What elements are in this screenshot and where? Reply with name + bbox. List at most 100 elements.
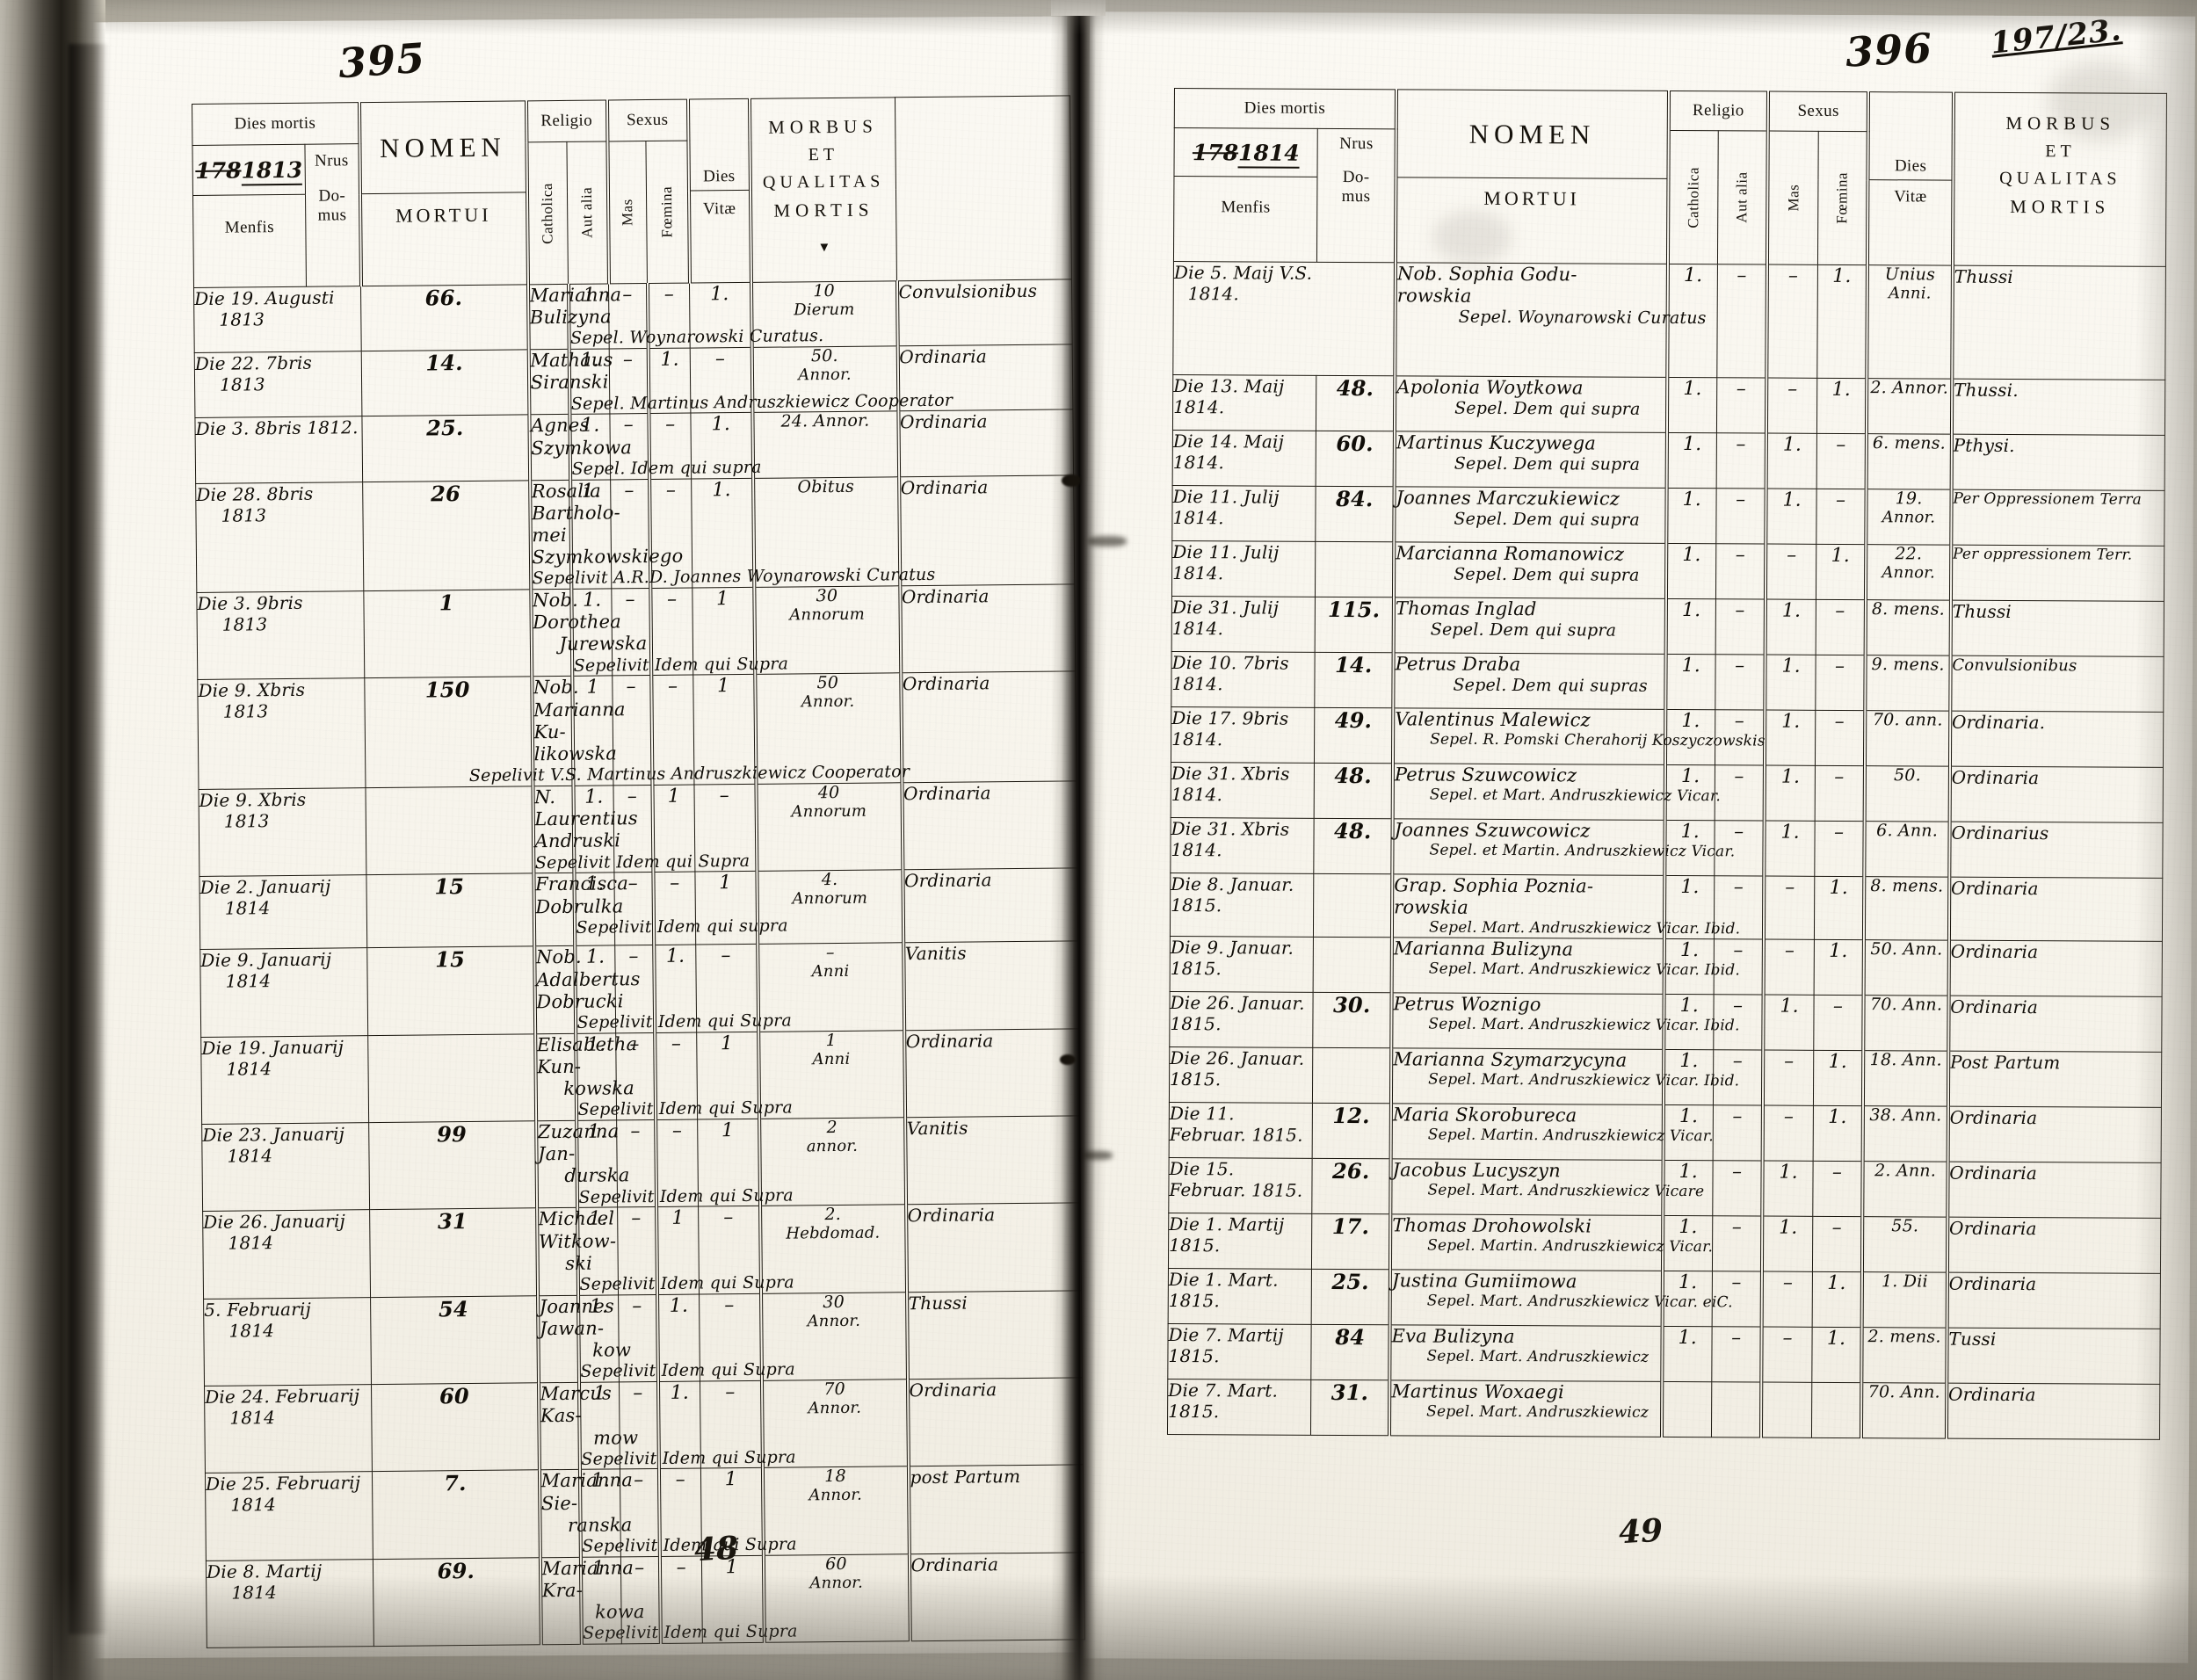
cell-nomen-mortui: Nob. Dorothea Jurewska Sepelivit Idem qu… — [530, 589, 788, 677]
table-row: Die 22. 7bris 1813 14. Mathaus Siranski … — [194, 344, 1073, 418]
cell-mas: – — [1762, 1271, 1813, 1328]
cell-catholica: 1. — [1665, 543, 1716, 599]
table-row: Die 9. Januarij 1814 15 Nob. Adalbertus … — [199, 941, 1079, 1038]
table-row: Die 19. Augusti 1813 66. Marianna Bulizy… — [193, 279, 1073, 353]
cell-dies-vitae: 2. Annor. — [1867, 378, 1953, 435]
table-row: Die 15. Februar. 1815. 26. Jacobus Lucys… — [1168, 1157, 2162, 1219]
left-table-body: Die 19. Augusti 1813 66. Marianna Bulizy… — [193, 279, 1085, 1648]
cell-faemina — [1811, 1382, 1862, 1438]
cell-nomen-mortui: Jacobus Lucyszyn Sepel. Mart. Andruszkie… — [1390, 1158, 1704, 1216]
cell-dies-vitae: 50. — [1864, 765, 1950, 822]
header-row-top: Dies mortis NOMEN Religio Sexus Dies — [1174, 88, 2167, 267]
cell-faemina: 1. — [1816, 264, 1868, 379]
book-gutter — [1051, 0, 1106, 1680]
col-nrus-label: Nrus — [315, 151, 349, 170]
cell-nrus-domus: 99 — [368, 1120, 537, 1211]
col-nomen-label: NOMEN — [1468, 118, 1596, 150]
cell-nomen-mortui: Rosalia Bartholo- mei Szymkowskiego Sepe… — [529, 479, 935, 590]
cell-nrus-domus: 26. — [1312, 1158, 1391, 1214]
col-mortui-label: MORTUI — [395, 203, 492, 227]
cell-nrus-domus — [1313, 873, 1393, 938]
table-row: Die 26. Januarij 1814 31 Michael Witkow-… — [202, 1203, 1082, 1300]
cell-morbus: Tussi — [1947, 1327, 2161, 1385]
cell-mas: – — [1766, 378, 1817, 434]
right-year-heading: 1781814 — [1175, 140, 1318, 169]
cell-dies-vitae: 22. Annor. — [1866, 544, 1952, 601]
col-morbus-et-label: ET — [808, 144, 839, 164]
cell-nomen-mortui: Petrus Szuwcоwicz Sepel. et Mart. Andrus… — [1392, 763, 1721, 821]
col-religio-label: Religio — [540, 111, 593, 131]
cell-nomen-mortui: Petrus Woznigo Sepel. Mart. Andruszkiewi… — [1391, 992, 1740, 1050]
col-morbus-et-label: ET — [2045, 141, 2076, 161]
cell-aut-alia: – — [1712, 1160, 1763, 1216]
table-row: Die 10. 7bris 1814. 14. Petrus Draba Sep… — [1171, 651, 2164, 713]
right-quire-number: 49 — [1617, 1511, 1664, 1552]
table-row: Die 11. Februar. 1815. 12. Maria Skorobu… — [1169, 1102, 2162, 1163]
cell-nomen-mortui: Joannes Marczukiewicz Sepel. Dem qui sup… — [1394, 486, 1667, 544]
triangle-marker-icon: ▼ — [817, 241, 831, 256]
cell-aut-alia: – — [1712, 1215, 1763, 1271]
table-row: Die 8. Januar. 1815. Grap. Sophia Poznia… — [1170, 873, 2163, 942]
col-sexus-label: Sexus — [626, 110, 669, 130]
cell-mas: – — [1761, 1326, 1812, 1383]
cell-catholica: 1. — [1665, 488, 1717, 544]
table-row: Die 7. Mart. 1815. 31. Martinus Woxaegi … — [1167, 1379, 2160, 1440]
cell-nrus-domus: 25. — [1311, 1269, 1390, 1325]
col-morbus-mortis-label: MORTIS — [2010, 195, 2111, 218]
gutter-clamp-2-icon — [1060, 1054, 1076, 1065]
cell-aut-alia: – — [1715, 488, 1766, 545]
cell-dies-mortis: Die 25. Februarij 1814 — [205, 1472, 373, 1561]
cell-morbus: Ordinaria — [900, 671, 1077, 783]
cell-nrus-domus: 15 — [366, 873, 534, 948]
left-register-table: Dies mortis NOMEN Religio Sexus Dies — [192, 95, 1085, 1649]
cell-faemina: – — [1815, 710, 1866, 766]
table-row: Die 3. 8bris 1812. 25. Agnes Szymkowa Se… — [194, 409, 1074, 483]
cell-mas: 1. — [1765, 710, 1816, 766]
cell-faemina: 1. — [1816, 378, 1867, 434]
cell-dies-mortis: Die 9. Xbris 1813 — [198, 787, 366, 877]
col-mortui-label: MORTUI — [1483, 186, 1580, 210]
cell-nomen-mortui: Michael Witkow- ski Sepelivit Idem qui S… — [536, 1207, 794, 1296]
cell-dies-mortis: Die 26. Januarij 1814 — [202, 1210, 371, 1300]
cell-dies-mortis: Die 2. Januarij 1814 — [199, 874, 367, 950]
cell-mas: – — [1763, 1049, 1814, 1106]
left-quire-number: 48 — [692, 1529, 740, 1569]
cell-nrus-domus — [367, 1033, 536, 1123]
cell-nrus-domus: 17. — [1311, 1213, 1391, 1270]
book-edge-shadow — [69, 44, 109, 1634]
cell-catholica: 1. — [1666, 432, 1717, 489]
cell-morbus: Ordinaria — [1949, 766, 2164, 823]
cell-nrus-domus: 14. — [361, 350, 529, 416]
cell-aut-alia: – — [1713, 1104, 1764, 1161]
col-domus-label-2: mus — [1341, 186, 1371, 206]
col-dies-label: Dies — [1894, 156, 1927, 176]
cell-dies-mortis: Die 19. Januarij 1814 — [200, 1035, 369, 1125]
header-row-top: Dies mortis NOMEN Religio Sexus Dies — [192, 96, 1070, 283]
table-row: Die 14. Maij 1814. 60. Martinus Kuczyweg… — [1172, 430, 2165, 491]
cell-dies-mortis: Die 7. Martij 1815. — [1167, 1323, 1312, 1380]
cell-aut-alia: – — [1715, 543, 1766, 600]
cell-morbus: Ordinaria — [899, 583, 1076, 674]
col-nrus-label: Nrus — [1339, 134, 1374, 154]
cell-nrus-domus: 30. — [1313, 992, 1392, 1048]
col-nomen-label: NOMEN — [379, 131, 506, 163]
cell-dies-mortis: Die 19. Augusti 1813 — [193, 286, 362, 353]
col-faemina-label: Fœmina — [1833, 172, 1851, 224]
cell-dies-mortis: Die 24. Februarij 1814 — [204, 1384, 373, 1474]
cell-nrus-domus — [1315, 541, 1395, 597]
col-morbus-mortis-label: MORTIS — [773, 199, 874, 221]
cell-aut-alia: – — [1715, 764, 1766, 822]
cell-dies-vitae: 6. mens. — [1866, 433, 1952, 490]
cell-dies-mortis: Die 31. Xbris 1814. — [1170, 817, 1315, 874]
cell-mas: 1. — [1766, 489, 1816, 545]
cell-dies-vitae: 2. mens. — [1861, 1327, 1947, 1383]
table-row: Die 9. Januar. 1815. Marianna Bulizyna S… — [1170, 936, 2163, 997]
right-register-table: Dies mortis NOMEN Religio Sexus Dies — [1166, 88, 2167, 1440]
cell-nrus-domus: 54 — [370, 1295, 539, 1385]
cell-morbus: Ordinaria — [897, 409, 1074, 477]
cell-faemina: 1. — [1813, 939, 1865, 996]
cell-nomen-mortui: N. Laurentius Andruski Sepelivit Idem qu… — [532, 786, 750, 874]
right-page-table-wrapper: Dies mortis NOMEN Religio Sexus Dies — [1166, 88, 2167, 1440]
gutter-top-gap — [1051, 0, 1106, 16]
cell-dies-mortis: Die 31. Julij 1814. — [1171, 596, 1316, 653]
